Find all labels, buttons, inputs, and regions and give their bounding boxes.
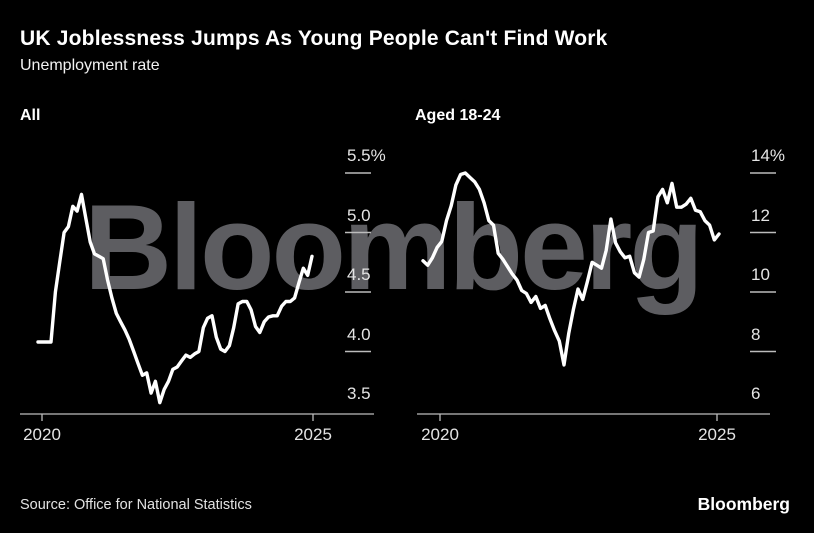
chart-subtitle: Unemployment rate (20, 57, 160, 74)
y-tick-label-1-12: 12 (751, 205, 770, 225)
y-tick-label-1-8: 8 (751, 324, 761, 344)
x-tick-label-1-2025: 2025 (698, 425, 736, 444)
x-tick-label-0-2025: 2025 (294, 425, 332, 444)
panel-label-aged-18-24: Aged 18-24 (415, 107, 501, 124)
y-tick-label-1-14%: 14% (751, 146, 786, 165)
source-note: Source: Office for National Statistics (20, 497, 252, 513)
y-tick-label-0-4.0: 4.0 (347, 324, 371, 344)
line-series-aged-18-24 (421, 171, 721, 367)
x-tick-label-0-2020: 2020 (23, 425, 61, 444)
y-tick-label-1-10: 10 (751, 265, 770, 284)
x-tick-label-1-2020: 2020 (421, 425, 459, 444)
y-tick-label-0-5.5%: 5.5% (347, 146, 386, 165)
y-tick-label-0-4.5: 4.5 (347, 265, 371, 284)
bloomberg-logo: Bloomberg (697, 494, 790, 514)
bloomberg-watermark: Bloomberg (84, 179, 704, 315)
y-tick-label-0-3.5: 3.5 (347, 384, 371, 403)
line-series-all (36, 192, 314, 405)
y-tick-label-0-5.0: 5.0 (347, 205, 371, 225)
y-tick-label-1-6: 6 (751, 384, 761, 403)
panel-label-all: All (20, 107, 41, 124)
chart-title: UK Joblessness Jumps As Young People Can… (20, 27, 608, 50)
